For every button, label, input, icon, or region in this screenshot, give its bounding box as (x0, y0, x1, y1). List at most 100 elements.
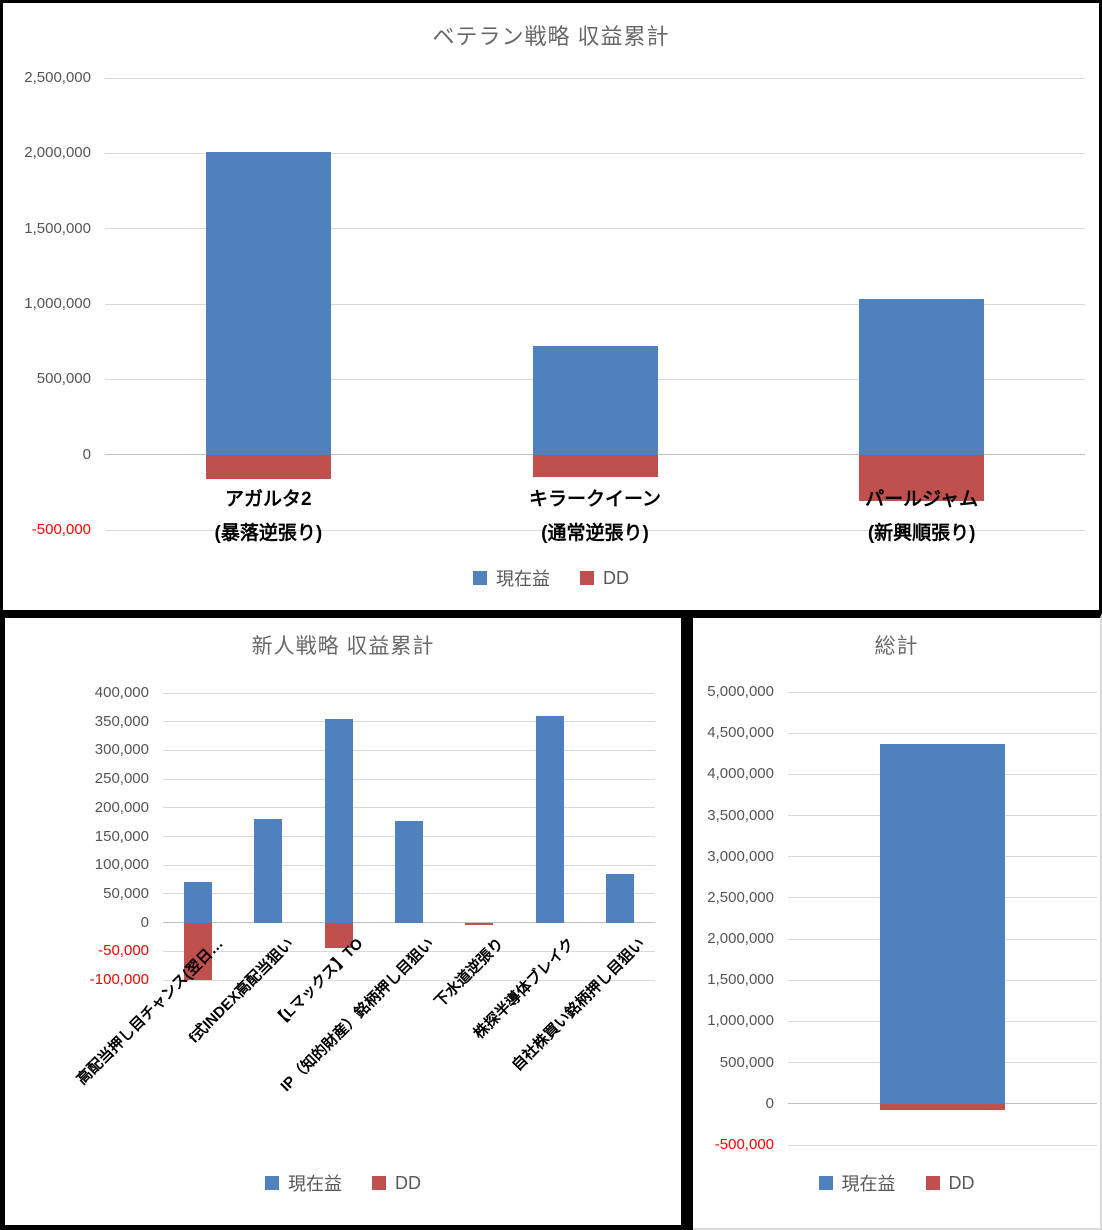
profit-bar (532, 346, 658, 455)
y-tick-label: 250,000 (94, 770, 149, 788)
profit-bar (880, 743, 1005, 1104)
y-tick-label: 2,000,000 (707, 930, 774, 948)
bottom-row: 新人戦略 収益累計 400,000 350,000 300,000 250,000 20… (0, 613, 1102, 1230)
dd-bar (532, 454, 658, 478)
gridline (105, 303, 1085, 305)
y-tick-label: -50,000 (98, 942, 149, 960)
dd-legend-label: DD (603, 567, 629, 588)
total-chart-legend: 現在益 DD (693, 1170, 1100, 1196)
dd-legend-swatch-icon (925, 1176, 940, 1190)
rookie-chart-plot: 400,000 350,000 300,000 250,000 200,000 150,0… (5, 618, 681, 1225)
rookie-chart-panel: 新人戦略 収益累計 400,000 350,000 300,000 250,000 20… (0, 613, 686, 1230)
y-tick-label: 2,500,000 (24, 69, 91, 86)
panel-divider (686, 613, 693, 1230)
y-tick-label: -500,000 (31, 521, 91, 538)
y-tick-label: 4,500,000 (707, 724, 774, 742)
dd-bar (859, 454, 985, 502)
y-tick-label: 1,000,000 (707, 1012, 774, 1030)
total-chart-panel: 総計 5,000,000 4,500,000 4,000,000 3,500,000 3… (693, 613, 1102, 1230)
profit-bar (254, 819, 283, 923)
y-tick-label: 2,000,000 (24, 144, 91, 162)
profit-bar (184, 882, 213, 923)
profit-bar (324, 718, 353, 923)
profit-bar (605, 873, 634, 923)
veteran-chart-title: ベテラン戦略 収益累計 (432, 24, 670, 49)
gridline (163, 950, 655, 952)
y-tick-label: 350,000 (94, 712, 149, 730)
gridline (788, 1144, 1097, 1146)
category-label: パールジャム (新興順張り) (865, 489, 979, 544)
total-chart-plot: 5,000,000 4,500,000 4,000,000 3,500,000 3,00… (693, 618, 1100, 1228)
y-tick-label: 0 (140, 913, 149, 931)
profit-legend-swatch-icon (473, 571, 487, 585)
y-tick-label: 500,000 (719, 1053, 774, 1071)
gridline (105, 228, 1085, 230)
y-tick-label: 300,000 (94, 741, 149, 759)
legend-group-dd: DD (580, 568, 629, 589)
y-tick-label: 500,000 (36, 370, 91, 388)
zero-axis-line (163, 922, 655, 924)
y-tick-label: 100,000 (94, 856, 149, 874)
category-label: アガルタ2 (暴落逆張り) (214, 489, 323, 544)
dd-legend-label: DD (948, 1172, 975, 1193)
y-tick-label: -100,000 (89, 971, 149, 988)
dd-legend-label: DD (395, 1172, 421, 1193)
profit-legend-label: 現在益 (841, 1174, 896, 1194)
profit-bar (859, 299, 985, 455)
gridline (788, 732, 1097, 734)
gridline (105, 77, 1085, 79)
category-label: 自社株買い銘柄押し目狙い (508, 934, 649, 1075)
rookie-chart-legend: 現在益 DD (5, 1170, 681, 1196)
legend-group-profit: 現在益 (818, 1170, 896, 1196)
rookie-chart-title: 新人戦略 収益累計 (251, 635, 435, 658)
gridline (163, 749, 655, 751)
veteran-chart-legend: 現在益 DD (3, 565, 1099, 591)
gridline (105, 529, 1085, 531)
y-tick-label: 200,000 (94, 798, 149, 816)
profit-legend-label: 現在益 (496, 569, 550, 589)
legend-group-profit: 現在益 (265, 1170, 342, 1196)
profit-bar (205, 151, 331, 455)
dd-legend-swatch-icon (372, 1176, 386, 1190)
y-tick-label: -500,000 (714, 1136, 774, 1153)
dd-bar (465, 922, 494, 925)
gridline (163, 692, 655, 694)
y-tick-label: 4,000,000 (707, 765, 774, 783)
legend-group-dd: DD (925, 1172, 975, 1194)
y-tick-label: 0 (82, 445, 91, 463)
y-tick-label: 0 (765, 1094, 774, 1112)
legend-group-dd: DD (372, 1173, 421, 1194)
veteran-chart-panel: ベテラン戦略 収益累計 2,500,000 2,000,000 1,500,000 1… (0, 0, 1102, 613)
gridline (163, 979, 655, 981)
y-tick-label: 1,500,000 (707, 971, 774, 989)
legend-group-profit: 現在益 (473, 565, 550, 591)
y-tick-label: 400,000 (94, 684, 149, 701)
y-tick-label: 5,000,000 (707, 683, 774, 700)
y-tick-label: 1,000,000 (24, 295, 91, 312)
dd-legend-swatch-icon (580, 571, 594, 585)
dd-bar (184, 922, 213, 980)
gridline (163, 807, 655, 809)
profit-legend-swatch-icon (818, 1176, 833, 1190)
gridline (163, 778, 655, 780)
profit-legend-label: 現在益 (288, 1174, 342, 1194)
y-tick-label: 150,000 (94, 827, 149, 845)
gridline (788, 691, 1097, 693)
profit-bar (535, 715, 564, 923)
veteran-chart-plot: 2,500,000 2,000,000 1,500,000 1,000,000 500,… (3, 3, 1099, 610)
y-tick-label: 2,500,000 (707, 888, 774, 906)
y-tick-label: 3,500,000 (707, 806, 774, 824)
y-tick-label: 3,000,000 (707, 847, 774, 865)
profit-legend-swatch-icon (265, 1176, 279, 1190)
total-chart-title: 総計 (874, 635, 919, 658)
category-label: キラークイーン (通常逆張り) (528, 489, 662, 544)
gridline (163, 721, 655, 723)
profit-bar (395, 821, 423, 923)
gridline (105, 152, 1085, 154)
dd-bar (880, 1103, 1005, 1111)
y-tick-label: 50,000 (103, 884, 149, 902)
y-tick-label: 1,500,000 (24, 219, 91, 237)
dd-bar (324, 922, 353, 949)
dd-bar (205, 454, 331, 479)
